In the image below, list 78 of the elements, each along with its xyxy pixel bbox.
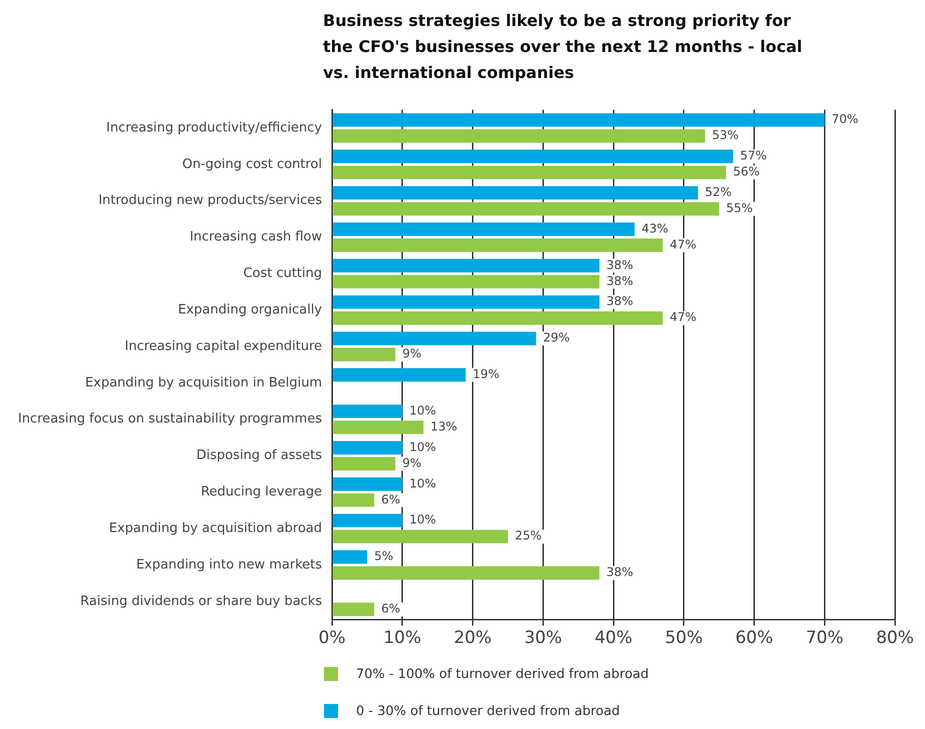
data-label: 52%: [704, 184, 732, 199]
x-tick-label: 80%: [876, 628, 914, 648]
data-label: 55%: [726, 200, 753, 215]
bar: [332, 166, 726, 180]
bar: [332, 202, 720, 216]
x-tick-label: 20%: [454, 628, 492, 648]
y-tick-label: Raising dividends or share buy backs: [80, 594, 322, 609]
bar: [332, 238, 663, 252]
bar: [332, 311, 663, 325]
bar: [332, 332, 536, 346]
legend-label: 0 - 30% of turnover derived from abroad: [356, 704, 620, 718]
data-label: 10%: [409, 403, 436, 418]
data-label: 56%: [733, 164, 760, 179]
bar: [332, 258, 600, 272]
data-label: 53%: [712, 128, 739, 142]
bar: [332, 150, 734, 164]
y-tick-label: Increasing productivity/efficiency: [106, 120, 322, 136]
y-tick-label: Increasing cash flow: [190, 230, 322, 245]
y-tick-label: On-going cost control: [182, 156, 322, 172]
bar: [332, 295, 600, 309]
y-tick-label: Reducing leverage: [200, 484, 322, 500]
y-tick-label: Expanding by acquisition in Belgium: [85, 375, 322, 390]
bar: [332, 113, 825, 127]
bar: [332, 457, 396, 470]
y-tick-label: Cost cutting: [243, 266, 322, 282]
bar: [332, 222, 635, 236]
data-label: 25%: [514, 528, 542, 543]
data-label: 9%: [402, 456, 422, 470]
data-label: 13%: [430, 419, 458, 434]
chart-title: Business strategies likely to be a strong priority for the CFO's businesses over the next 12 months - local vs. international companies: [323, 10, 804, 84]
bar: [332, 404, 402, 418]
bar: [332, 530, 508, 544]
data-label: 9%: [402, 346, 422, 361]
data-label: 10%: [409, 512, 436, 527]
legend-label: 70% - 100% of turnover derived from abroad: [356, 666, 649, 682]
y-tick-label: Expanding by acquisition abroad: [108, 520, 322, 536]
data-label: 38%: [606, 294, 634, 308]
bar: [332, 550, 368, 564]
y-tick-label: Expanding into new markets: [136, 557, 322, 572]
data-label: 38%: [606, 565, 634, 580]
data-label: 47%: [670, 310, 696, 324]
data-label: 10%: [409, 476, 436, 490]
x-tick-label: 40%: [594, 628, 632, 648]
bar: [332, 186, 698, 200]
data-label: 38%: [606, 274, 634, 288]
bar: [332, 514, 402, 528]
y-tick-label: Expanding organically: [178, 302, 322, 318]
bar: [332, 440, 402, 454]
y-tick-label: Disposing of assets: [196, 448, 322, 464]
data-label: 6%: [381, 602, 400, 616]
x-tick-label: 60%: [735, 628, 774, 648]
data-label: 19%: [472, 367, 500, 382]
x-tick-label: 10%: [383, 628, 422, 648]
bar: [332, 493, 374, 507]
x-tick-label: 70%: [806, 628, 844, 648]
bar: [332, 274, 600, 288]
data-label: 6%: [381, 492, 400, 506]
bar: [332, 129, 705, 143]
data-label: 5%: [374, 549, 394, 564]
x-tick-label: 50%: [664, 628, 703, 648]
data-label: 57%: [740, 148, 767, 163]
x-tick-label: 0%: [318, 628, 346, 648]
data-label: 43%: [642, 221, 668, 236]
bar: [332, 602, 374, 616]
y-tick-label: Increasing capital expenditure: [124, 338, 322, 354]
data-label: 10%: [409, 440, 436, 454]
bar: [332, 348, 396, 362]
data-label: 29%: [543, 330, 570, 345]
data-label: 47%: [670, 237, 696, 252]
bar: [332, 566, 600, 580]
x-tick-label: 30%: [524, 628, 562, 648]
y-tick-label: Increasing focus on sustainability programmes: [18, 412, 322, 427]
data-label: 38%: [606, 258, 634, 272]
bar: [332, 477, 402, 491]
bar: [332, 368, 466, 382]
bar: [332, 420, 424, 434]
data-label: 70%: [832, 112, 858, 126]
y-tick-label: Introducing new products/services: [98, 193, 322, 208]
